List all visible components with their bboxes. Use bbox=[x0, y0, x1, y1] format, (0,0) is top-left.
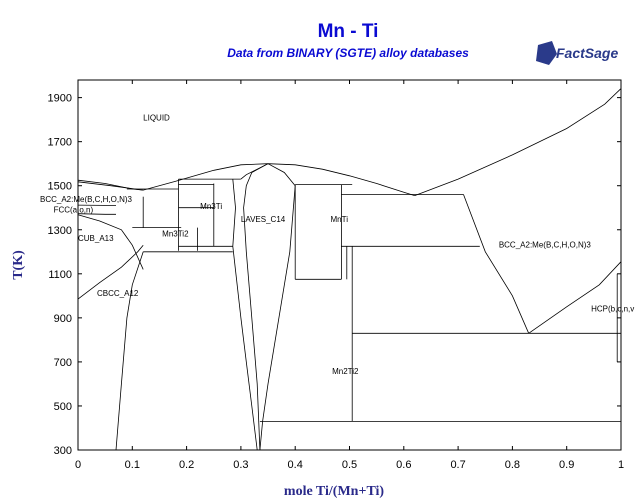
boundary-laves-inner-left bbox=[243, 163, 269, 451]
boundary-liquidus-left bbox=[77, 163, 415, 196]
phase-label: Mn2Ti2 bbox=[332, 367, 359, 376]
chart-subtitle: Data from BINARY (SGTE) alloy databases bbox=[227, 46, 469, 60]
chart-title: Mn - Ti bbox=[318, 21, 379, 42]
logo-mark-icon bbox=[536, 41, 557, 65]
x-tick-label: 0.3 bbox=[233, 459, 248, 471]
x-axis-label: mole Ti/(Mn+Ti) bbox=[284, 484, 384, 499]
phase-label: Mn3Ti2 bbox=[162, 229, 189, 238]
y-tick-label: 1300 bbox=[48, 225, 72, 237]
phase-boundaries bbox=[77, 88, 622, 451]
x-tick-label: 0.4 bbox=[288, 459, 303, 471]
x-axis-ticks: 0 0.1 0.2 0.3 0.4 0.5 0.6 0.7 0.8 0.9 1 bbox=[75, 80, 624, 471]
x-tick-label: 0 bbox=[75, 459, 81, 471]
y-tick-label: 1700 bbox=[48, 137, 72, 149]
boundary-laves-right bbox=[259, 163, 296, 451]
x-tick-label: 0.5 bbox=[342, 459, 357, 471]
x-tick-label: 0.2 bbox=[179, 459, 194, 471]
factsage-logo: FactSage bbox=[536, 41, 618, 65]
phase-labels: LIQUID BCC_A2:Me(B,C,H,O,N)3 FCC(a,o,n) CUB… bbox=[40, 114, 634, 376]
x-tick-label: 0.9 bbox=[559, 459, 574, 471]
x-tick-label: 0.1 bbox=[125, 459, 140, 471]
phase-label: HCP(b,c,n,v bbox=[591, 304, 634, 313]
phase-label: CUB_A13 bbox=[78, 234, 114, 243]
phase-label: LAVES_C14 bbox=[241, 215, 286, 224]
boundary-liquidus-right bbox=[414, 88, 622, 196]
phase-label: LIQUID bbox=[143, 114, 170, 123]
y-axis-label: T(K) bbox=[11, 250, 26, 280]
x-tick-label: 1 bbox=[618, 459, 624, 471]
boundary-hcp-transus bbox=[528, 261, 622, 334]
x-tick-label: 0.7 bbox=[450, 459, 465, 471]
y-tick-label: 1900 bbox=[48, 93, 72, 105]
plot-frame bbox=[77, 79, 622, 451]
logo-text: FactSage bbox=[556, 45, 618, 61]
phase-label: Mn3Ti bbox=[200, 202, 222, 211]
phase-label: CBCC_A12 bbox=[97, 289, 139, 298]
boundary-cbcc-solvus bbox=[115, 251, 144, 451]
phase-label: BCC_A2:Me(B,C,H,O,N)3 bbox=[40, 195, 133, 204]
y-tick-label: 1500 bbox=[48, 181, 72, 193]
y-tick-label: 900 bbox=[54, 313, 72, 325]
boundary-laves-left bbox=[232, 179, 258, 451]
phase-label: FCC(a,o,n) bbox=[54, 206, 94, 215]
y-tick-label: 1100 bbox=[48, 269, 72, 281]
y-tick-label: 300 bbox=[54, 445, 72, 457]
y-axis-ticks: 300 500 700 900 1100 1300 1500 1700 1900 bbox=[48, 93, 621, 457]
phase-label: MnTi bbox=[330, 215, 348, 224]
y-tick-label: 700 bbox=[54, 357, 72, 369]
x-tick-label: 0.6 bbox=[396, 459, 411, 471]
boundary-cub-lower bbox=[77, 244, 144, 300]
boundary-ti-solvus bbox=[463, 194, 530, 334]
y-tick-label: 500 bbox=[54, 401, 72, 413]
boundary-fcc-lower bbox=[77, 213, 116, 215]
phase-label: BCC_A2:Me(B,C,H,O,N)3 bbox=[499, 240, 592, 249]
x-tick-label: 0.8 bbox=[505, 459, 520, 471]
